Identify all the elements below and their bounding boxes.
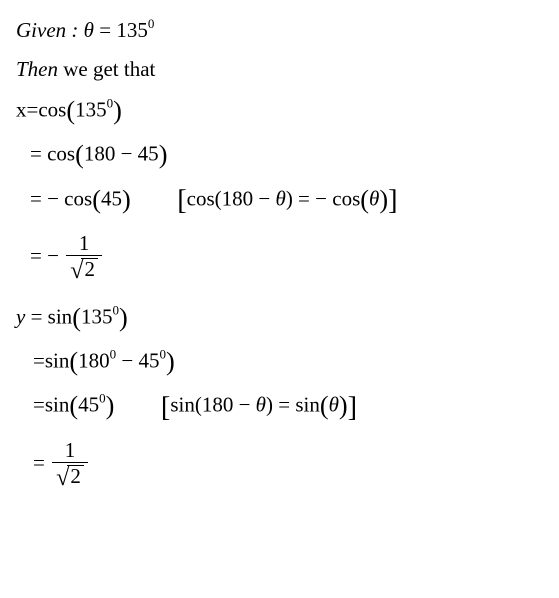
sqrt: √2	[56, 465, 84, 489]
rule-cos-mid: ) = − cos	[286, 186, 360, 210]
line-sin-45: =sin(450) [sin(180 − θ) = sin(θ)]	[16, 393, 543, 422]
cos-arg: 135	[75, 97, 107, 121]
rparen: )	[122, 187, 131, 213]
lparen: (	[92, 187, 101, 213]
rparen: )	[379, 187, 388, 213]
eq-frac: =	[33, 451, 45, 475]
line-sin-expand: =sin(1800 − 450)	[16, 349, 543, 375]
degree-sup: 0	[148, 16, 155, 31]
lparen: (	[66, 98, 75, 124]
line-x-cos: x=cos(1350)	[16, 98, 543, 124]
lparen: (	[69, 349, 78, 375]
lparen: (	[360, 187, 369, 213]
sin-arg: 135	[81, 304, 113, 328]
lparen: (	[72, 305, 81, 331]
y-var: y	[16, 304, 25, 328]
frac-den: √2	[66, 256, 102, 282]
line-given: Given : θ = 1350	[16, 20, 543, 41]
cos-arg: 180 − 45	[84, 142, 159, 166]
cos-arg: 45	[101, 186, 122, 210]
line-cos-neg: = − cos(45) [cos(180 − θ) = − cos(θ)]	[16, 187, 543, 216]
eq-negcos: = − cos	[30, 186, 92, 210]
theta-sym: θ	[369, 186, 379, 210]
rparen: )	[159, 142, 168, 168]
given-word: Given	[16, 18, 66, 42]
eq-sin: =sin	[33, 348, 69, 372]
bracket-left: [	[161, 394, 170, 422]
bracket-right: ]	[348, 394, 357, 422]
sin-arg-a: 180	[78, 348, 110, 372]
line-cos-frac: = − 1 √2	[16, 233, 543, 282]
radicand: 2	[81, 258, 98, 280]
bracket-left: [	[177, 187, 186, 215]
angle-135: 135	[116, 18, 148, 42]
theta-sym: θ	[275, 186, 285, 210]
sin-arg: 45	[78, 393, 99, 417]
rule-cos-pre: cos(180 −	[187, 186, 276, 210]
sin-arg-minus: − 45	[116, 348, 159, 372]
frac-den: √2	[52, 463, 88, 489]
eq-sin: = sin	[25, 304, 72, 328]
frac-num: 1	[52, 440, 88, 463]
line-sin-frac: = 1 √2	[16, 440, 543, 489]
eq-cos: = cos	[30, 142, 75, 166]
lparen: (	[75, 142, 84, 168]
fraction: 1 √2	[66, 233, 102, 282]
eq-negfrac: = −	[30, 244, 59, 268]
lparen: (	[69, 393, 78, 419]
given-sep: :	[66, 18, 84, 42]
line-y-sin: y = sin(1350)	[16, 305, 543, 331]
lparen: (	[320, 393, 329, 419]
theta-sym: θ	[256, 393, 266, 417]
x-cos: x=cos	[16, 97, 66, 121]
rparen: )	[119, 305, 128, 331]
fraction: 1 √2	[52, 440, 88, 489]
eq-sign: =	[94, 18, 116, 42]
then-rest: we get that	[58, 57, 155, 81]
line-then: Then we get that	[16, 59, 543, 80]
rparen: )	[106, 393, 115, 419]
rparen: )	[339, 393, 348, 419]
theta-sym: θ	[84, 18, 94, 42]
rule-sin-mid: ) = sin	[266, 393, 320, 417]
bracket-right: ]	[388, 187, 397, 215]
sqrt: √2	[70, 258, 98, 282]
radicand: 2	[67, 465, 84, 487]
rule-sin-pre: sin(180 −	[170, 393, 255, 417]
rparen: )	[166, 349, 175, 375]
rparen: )	[113, 98, 122, 124]
frac-num: 1	[66, 233, 102, 256]
eq-sin: =sin	[33, 393, 69, 417]
then-word: Then	[16, 57, 58, 81]
theta-sym: θ	[329, 393, 339, 417]
line-cos-expand: = cos(180 − 45)	[16, 142, 543, 168]
